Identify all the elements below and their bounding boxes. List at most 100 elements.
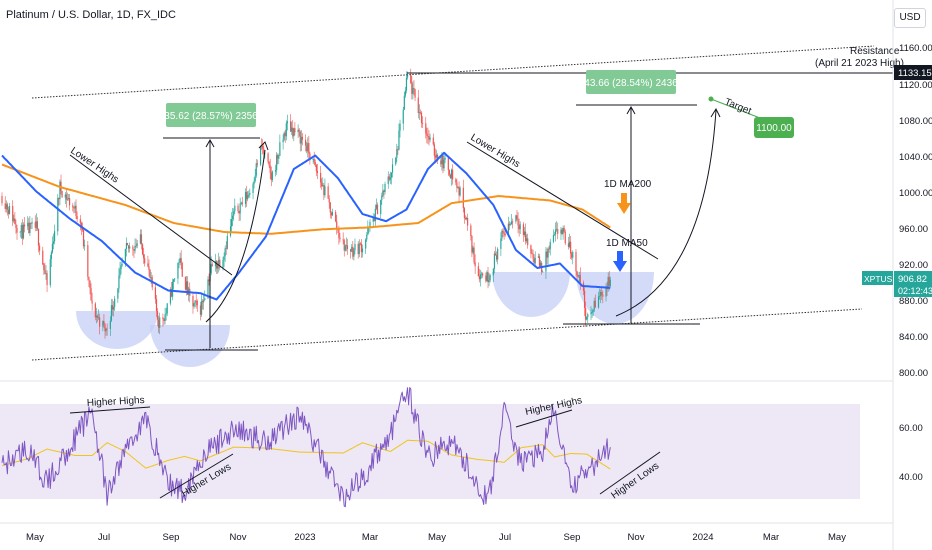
candle-body[interactable]: [121, 264, 123, 266]
candle-body[interactable]: [314, 162, 316, 165]
candle-body[interactable]: [548, 248, 550, 250]
candle-body[interactable]: [22, 224, 25, 239]
candle-body[interactable]: [282, 139, 284, 143]
candle-body[interactable]: [486, 272, 488, 281]
candle-body[interactable]: [601, 292, 603, 295]
candle-body[interactable]: [399, 123, 401, 131]
candle-body[interactable]: [554, 229, 557, 235]
candle-body[interactable]: [435, 154, 438, 158]
candle-body[interactable]: [608, 276, 610, 286]
candle-body[interactable]: [46, 273, 48, 286]
candle-body[interactable]: [411, 83, 413, 94]
candle-body[interactable]: [256, 163, 258, 165]
candle-body[interactable]: [492, 268, 494, 276]
candle-body[interactable]: [112, 306, 115, 310]
candle-body[interactable]: [150, 277, 152, 279]
candle-body[interactable]: [284, 132, 286, 137]
candle-body[interactable]: [376, 204, 379, 215]
candle-body[interactable]: [571, 253, 573, 258]
candle-body[interactable]: [195, 300, 197, 302]
candle-body[interactable]: [414, 89, 416, 98]
candle-body[interactable]: [478, 276, 481, 280]
candle-body[interactable]: [200, 301, 203, 315]
candle-body[interactable]: [210, 264, 212, 274]
candle-body[interactable]: [328, 198, 330, 203]
candle-body[interactable]: [159, 317, 161, 328]
candle-body[interactable]: [104, 324, 106, 332]
candle-body[interactable]: [552, 235, 555, 242]
candle-body[interactable]: [27, 222, 29, 227]
candle-body[interactable]: [249, 192, 251, 195]
candle-body[interactable]: [421, 123, 424, 124]
candle-body[interactable]: [522, 224, 525, 235]
candle-body[interactable]: [493, 253, 496, 269]
target-line[interactable]: [710, 98, 761, 119]
candle-body[interactable]: [564, 231, 566, 244]
candle-body[interactable]: [259, 145, 262, 165]
candle-body[interactable]: [169, 289, 172, 304]
candle-body[interactable]: [162, 317, 164, 320]
candle-body[interactable]: [262, 146, 264, 149]
candle-body[interactable]: [297, 129, 299, 133]
candle-body[interactable]: [111, 305, 114, 310]
candle-body[interactable]: [467, 217, 469, 226]
candle-body[interactable]: [184, 276, 187, 290]
candle-body[interactable]: [51, 243, 54, 253]
candle-body[interactable]: [294, 128, 296, 133]
candle-body[interactable]: [208, 279, 210, 282]
candle-body[interactable]: [511, 221, 513, 225]
candle-body[interactable]: [369, 221, 371, 227]
candle-body[interactable]: [542, 271, 544, 273]
candle-body[interactable]: [442, 155, 444, 169]
candle-body[interactable]: [226, 235, 228, 249]
candle-body[interactable]: [15, 224, 17, 228]
candle-body[interactable]: [357, 243, 359, 255]
rsi-ma-line[interactable]: [1, 439, 611, 470]
candle-body[interactable]: [507, 223, 509, 236]
candle-body[interactable]: [94, 303, 96, 318]
candle-body[interactable]: [28, 222, 30, 234]
candle-body[interactable]: [36, 221, 39, 229]
measure-right-box[interactable]: [586, 70, 676, 94]
candle-body[interactable]: [215, 261, 218, 269]
candle-body[interactable]: [444, 157, 446, 160]
candle-body[interactable]: [549, 241, 551, 250]
candle-body[interactable]: [316, 171, 319, 174]
candle-body[interactable]: [87, 245, 89, 277]
candle-body[interactable]: [557, 229, 559, 234]
candle-body[interactable]: [126, 242, 129, 246]
candle-body[interactable]: [515, 215, 517, 222]
candle-body[interactable]: [323, 185, 325, 196]
candle-body[interactable]: [225, 248, 227, 250]
candle-body[interactable]: [320, 173, 322, 183]
rsi-higher-highs-line-left[interactable]: [69, 406, 151, 414]
candle-body[interactable]: [360, 243, 363, 253]
candle-body[interactable]: [4, 203, 6, 209]
candle-body[interactable]: [410, 74, 412, 84]
candle-body[interactable]: [99, 317, 101, 327]
candle-body[interactable]: [202, 301, 204, 303]
candle-body[interactable]: [359, 243, 361, 245]
candle-body[interactable]: [224, 248, 226, 257]
candle-body[interactable]: [14, 218, 16, 225]
candle-body[interactable]: [404, 90, 406, 96]
candle-body[interactable]: [140, 234, 143, 245]
candle-body[interactable]: [223, 256, 225, 260]
candle-body[interactable]: [546, 251, 548, 258]
candle-body[interactable]: [365, 239, 367, 249]
candle-body[interactable]: [118, 275, 120, 289]
candle-body[interactable]: [217, 264, 219, 269]
candle-body[interactable]: [79, 219, 81, 223]
channel-top-line[interactable]: [31, 45, 875, 99]
candle-body[interactable]: [29, 222, 31, 234]
candle-body[interactable]: [173, 279, 175, 282]
candle-body[interactable]: [572, 251, 574, 258]
candle-body[interactable]: [473, 247, 475, 263]
candle-body[interactable]: [389, 177, 391, 180]
candle-body[interactable]: [512, 221, 514, 223]
candle-body[interactable]: [120, 265, 122, 270]
candle-body[interactable]: [154, 287, 157, 300]
candle-body[interactable]: [163, 319, 165, 321]
candle-body[interactable]: [308, 143, 310, 154]
candle-body[interactable]: [232, 215, 234, 220]
